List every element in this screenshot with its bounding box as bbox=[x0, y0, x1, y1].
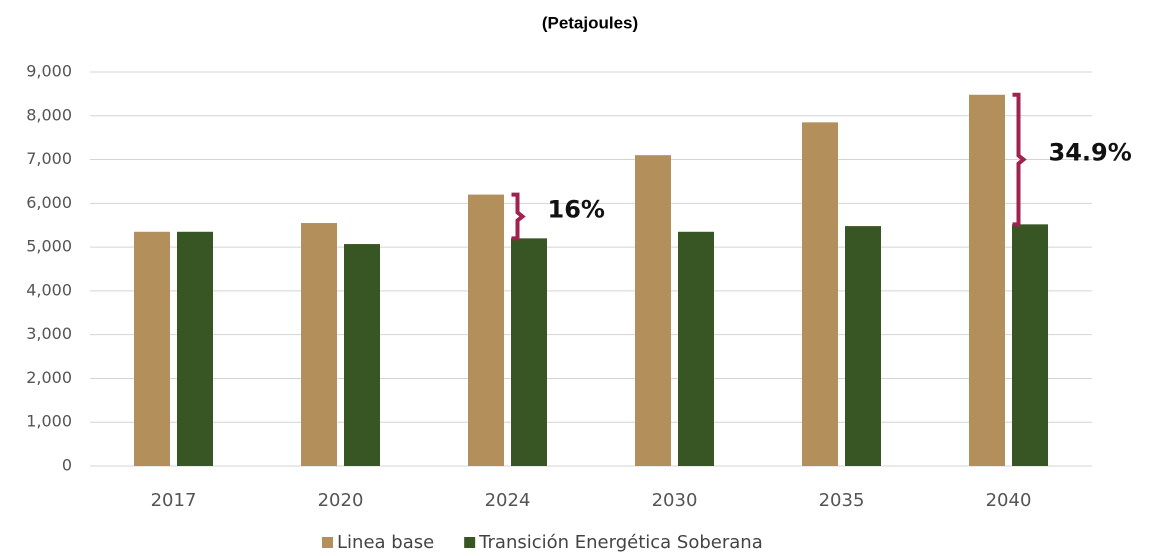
bar bbox=[678, 231, 714, 466]
legend-label: Transición Energética Soberana bbox=[478, 532, 763, 553]
legend-swatch bbox=[322, 537, 333, 548]
y-tick-label: 3,000 bbox=[26, 324, 72, 343]
legend-label: Linea base bbox=[337, 532, 434, 553]
annotation: 34.9% bbox=[1049, 139, 1132, 167]
bar bbox=[802, 122, 838, 466]
y-tick-label: 9,000 bbox=[26, 62, 72, 81]
y-tick-label: 0 bbox=[62, 456, 72, 475]
x-tick-label: 2024 bbox=[485, 490, 531, 511]
chart-title: (Petajoules) bbox=[542, 13, 638, 32]
y-tick-label: 6,000 bbox=[26, 193, 72, 212]
y-tick-label: 8,000 bbox=[26, 105, 72, 124]
x-tick-label: 2030 bbox=[652, 490, 698, 511]
y-tick-label: 4,000 bbox=[26, 280, 72, 299]
bar bbox=[845, 226, 881, 466]
legend-swatch bbox=[464, 537, 476, 548]
bracket bbox=[1012, 92, 1027, 227]
y-tick-label: 7,000 bbox=[26, 149, 72, 168]
bar bbox=[969, 94, 1005, 467]
bar bbox=[1012, 224, 1048, 466]
bar bbox=[134, 231, 170, 466]
x-tick-label: 2020 bbox=[318, 490, 364, 511]
x-tick-label: 2035 bbox=[819, 490, 865, 511]
bar bbox=[177, 231, 213, 466]
x-tick-label: 2040 bbox=[986, 490, 1032, 511]
bar bbox=[301, 223, 337, 466]
bar bbox=[344, 244, 380, 466]
bracket bbox=[511, 192, 526, 241]
y-tick-label: 2,000 bbox=[26, 368, 72, 387]
bar bbox=[635, 155, 671, 466]
x-tick-label: 2017 bbox=[151, 490, 197, 511]
annotation: 16% bbox=[548, 195, 605, 223]
bar bbox=[468, 194, 504, 467]
y-tick-label: 5,000 bbox=[26, 237, 72, 256]
y-tick-label: 1,000 bbox=[26, 412, 72, 431]
bar bbox=[511, 238, 547, 466]
